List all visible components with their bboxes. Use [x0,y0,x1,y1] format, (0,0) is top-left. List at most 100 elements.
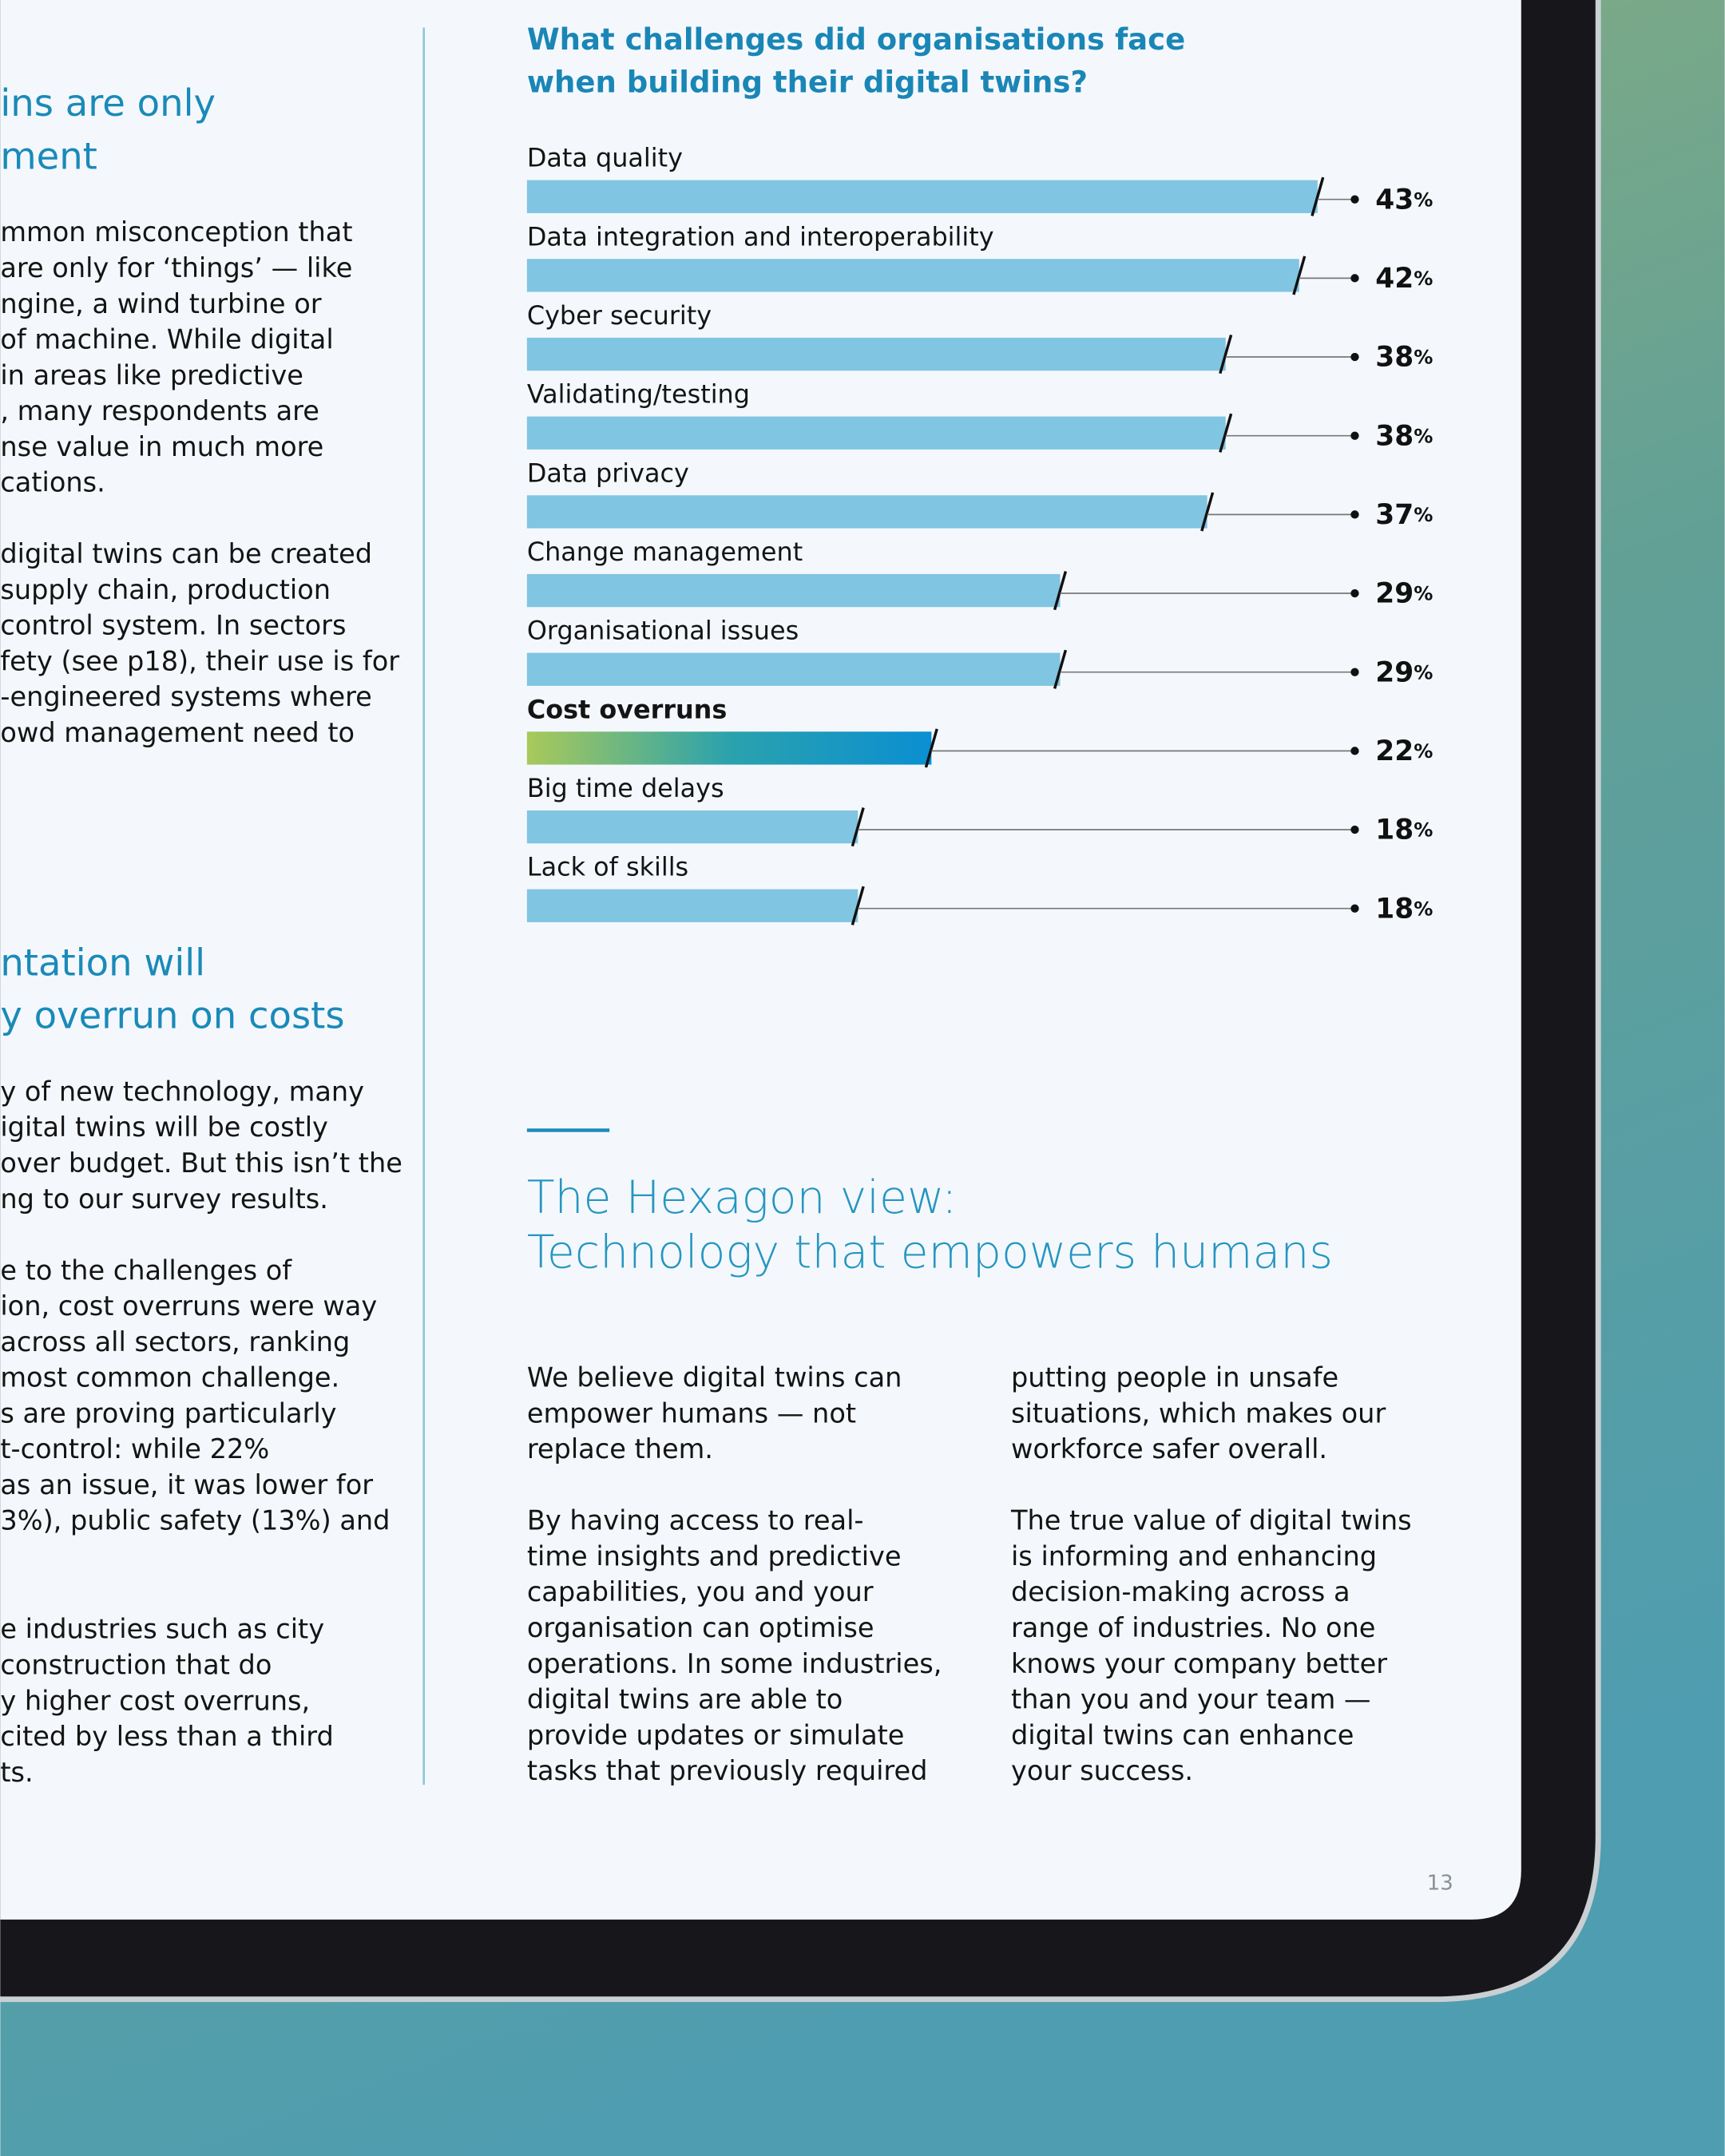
left-body-line: digital twins can be created [0,538,372,569]
hexagon-body-line: your success. [1011,1755,1193,1786]
left-body-line: e industries such as city [0,1614,324,1645]
leader-dot [1350,352,1359,362]
left-body-line: cations. [0,467,105,498]
value-label: 37% [1375,499,1433,531]
bar [526,573,1061,608]
hexagon-body-line: The true value of digital twins [1010,1505,1412,1536]
left-body-line: mmon misconception that [0,216,352,248]
value-label: 22% [1375,735,1433,767]
hexagon-body-line: provide updates or simulate [527,1719,905,1750]
bar [526,810,859,844]
hexagon-body-line: tasks that previously required [527,1755,928,1786]
hexagon-body-line: organisation can optimise [527,1612,874,1643]
leader-dot [1350,747,1359,755]
left-body-line: owd management need to [0,717,355,748]
left-body-line: fety (see p18), their use is for [0,645,399,676]
category-label: Cyber security [527,300,712,331]
left-body-line: in areas like predictive [0,359,303,390]
page [0,0,1521,1920]
bar-end-slash [1053,570,1068,611]
left-heading-line: ins are only [0,81,216,125]
left-body-line: construction that do [0,1649,272,1680]
bar-end-slash [1053,649,1068,689]
value-label: 18% [1375,814,1433,846]
left-heading-line: ment [0,134,97,177]
left-body-line: , many respondents are [0,395,319,426]
bar-end-slash [1219,334,1233,375]
hexagon-body-line: decision-making across a [1011,1576,1350,1607]
leader-dot [1350,274,1359,283]
left-body-line: y higher cost overruns, [0,1685,310,1716]
category-label: Lack of skills [527,852,688,882]
hexagon-body-line: range of industries. No one [1011,1612,1375,1643]
left-body-line: ts. [0,1757,33,1788]
left-body-line: t-control: while 22% [0,1433,269,1464]
left-body-line: control system. In sectors [0,610,346,641]
left-body-line: most common challenge. [0,1362,339,1393]
hexagon-body-line: operations. In some industries, [527,1648,942,1679]
left-body-line: 3%), public safety (13%) and [0,1505,390,1536]
value-label: 29% [1375,577,1433,609]
left-body-line: as an issue, it was lower for [0,1469,373,1500]
hexagon-body-line: situations, which makes our [1011,1397,1386,1429]
bar-end-slash [851,886,865,925]
left-body-line: nse value in much more [0,431,323,462]
page-number: 13 [1427,1872,1453,1896]
category-label: Organisational issues [527,616,799,646]
value-label: 18% [1375,893,1433,925]
value-label: 29% [1375,656,1433,688]
bar-end-slash [1219,413,1233,453]
bar-end-slash [924,728,938,768]
hexagon-body-line: capabilities, you and your [527,1576,874,1607]
left-body-line: ngine, a wind turbine or [0,288,321,319]
bar [526,495,1208,529]
bar-end-slash [1311,176,1325,216]
hexagon-heading: Technology that empowers humans [527,1227,1333,1279]
left-heading-line: y overrun on costs [0,994,344,1037]
bar-end-slash [851,807,865,847]
bar [526,889,859,922]
left-body-line: igital twins will be costly [0,1112,328,1143]
left-body-line: over budget. But this isn’t the [0,1147,402,1179]
left-body-line: e to the challenges of [0,1254,292,1286]
hexagon-heading: The Hexagon view: [527,1171,958,1224]
left-body-line: of machine. While digital [0,324,333,355]
chart-title: What challenges did organisations face [527,22,1185,57]
leader-dot [1350,825,1359,834]
hexagon-body-line: putting people in unsafe [1011,1362,1338,1393]
value-label: 42% [1375,263,1433,295]
leader-dot [1350,668,1359,676]
left-body-line: supply chain, production [0,574,331,605]
bar-end-slash [1292,256,1307,295]
left-body-line: y of new technology, many [0,1076,364,1107]
hexagon-body-line: workforce safer overall. [1011,1433,1327,1464]
hexagon-body-line: knows your company better [1011,1648,1387,1679]
left-body-line: across all sectors, ranking [0,1326,350,1357]
leader-dot [1350,904,1359,913]
left-body-line: ng to our survey results. [0,1183,328,1215]
hexagon-body-line: replace them. [527,1433,713,1464]
left-body-line: ion, cost overruns were way [0,1290,377,1322]
category-label: Cost overruns [527,694,727,724]
category-label: Data privacy [527,458,689,488]
category-label: Data quality [527,143,683,173]
category-label: Big time delays [527,773,724,803]
bar [526,416,1226,450]
category-label: Change management [527,537,803,567]
leader-dot [1350,589,1359,598]
hexagon-body-line: digital twins are able to [527,1684,843,1715]
left-heading-line: ntation will [0,941,205,984]
value-label: 43% [1375,184,1433,216]
bar [526,652,1061,686]
category-label: Data integration and interoperability [527,221,994,252]
hexagon-body-line: We believe digital twins can [527,1362,902,1393]
hexagon-body-line: empower humans — not [527,1397,856,1429]
leader-dot [1350,195,1359,204]
hexagon-body-line: than you and your team — [1011,1684,1371,1715]
hexagon-body-line: time insights and predictive [527,1540,902,1571]
hexagon-body-line: digital twins can enhance [1011,1719,1354,1750]
hexagon-body-line: By having access to real- [527,1505,864,1536]
hexagon-body-line: is informing and enhancing [1011,1540,1377,1571]
left-body-line: are only for ‘things’ — like [0,252,352,283]
